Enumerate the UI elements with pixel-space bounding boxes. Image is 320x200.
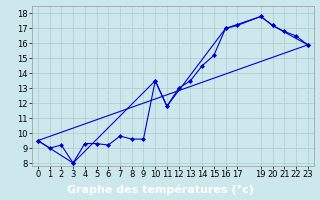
Text: Graphe des températures (°c): Graphe des températures (°c) bbox=[67, 185, 253, 195]
